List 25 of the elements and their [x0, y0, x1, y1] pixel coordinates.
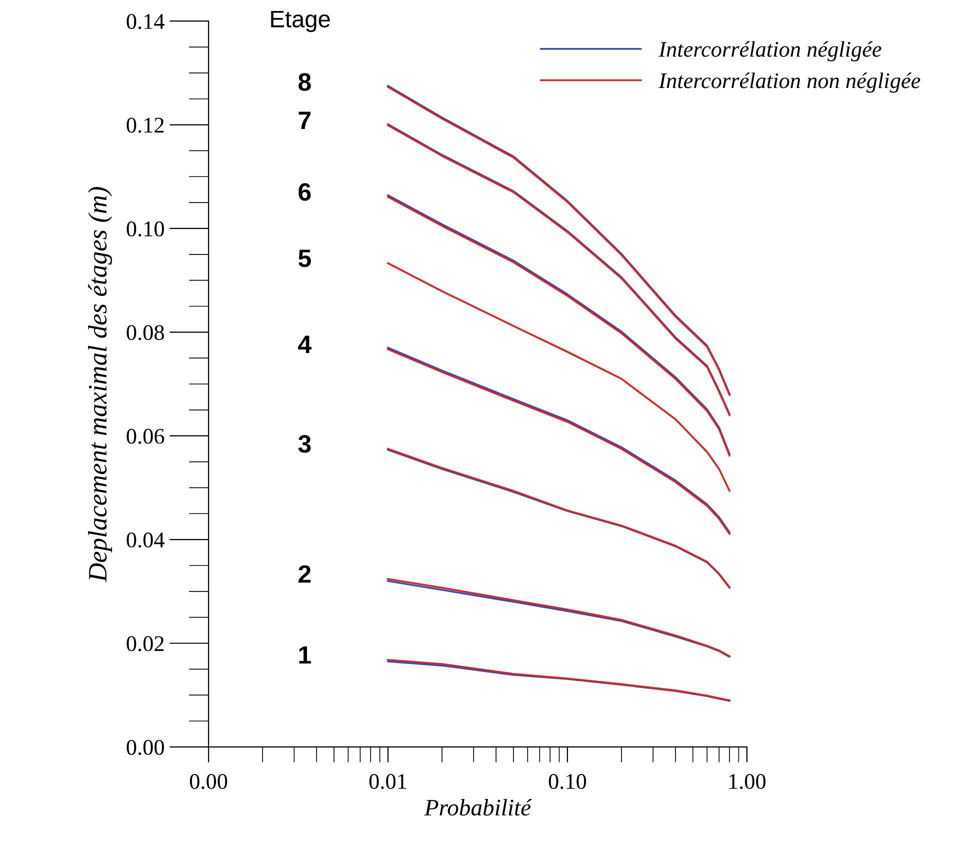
- y-tick-label: 0.12: [126, 118, 164, 133]
- x-tick-label: 0.01: [369, 774, 406, 790]
- annotation: 5: [298, 250, 311, 268]
- x-tick-label: 0.10: [548, 774, 586, 790]
- annotation: 2: [298, 565, 311, 583]
- y-tick-label: 0.02: [126, 636, 164, 652]
- annotation: 3: [298, 435, 311, 453]
- y-tick-label: 0.08: [126, 325, 164, 340]
- y-tick-label: 0.00: [126, 740, 164, 755]
- y-tick-label: 0.14: [126, 14, 164, 30]
- annotation: 7: [298, 112, 311, 129]
- legend-label: Intercorrélation non négligée: [658, 72, 920, 93]
- x-axis-title: Probabilité: [424, 799, 532, 816]
- y-tick-label: 0.06: [126, 428, 164, 444]
- annotation: Etage: [271, 10, 330, 32]
- y-axis-title: Deplacement maximal des étages (m): [88, 186, 112, 582]
- legend-label: Intercorrélation négligée: [658, 41, 882, 62]
- x-tick-label: 1.00: [729, 774, 766, 790]
- x-tick-label: 0.00: [190, 774, 228, 790]
- annotation: 6: [298, 183, 311, 201]
- y-tick-label: 0.10: [126, 221, 164, 237]
- annotation: 8: [298, 73, 311, 91]
- annotation: 1: [299, 646, 311, 664]
- y-tick-label: 0.04: [126, 532, 164, 548]
- annotation: 4: [298, 336, 312, 353]
